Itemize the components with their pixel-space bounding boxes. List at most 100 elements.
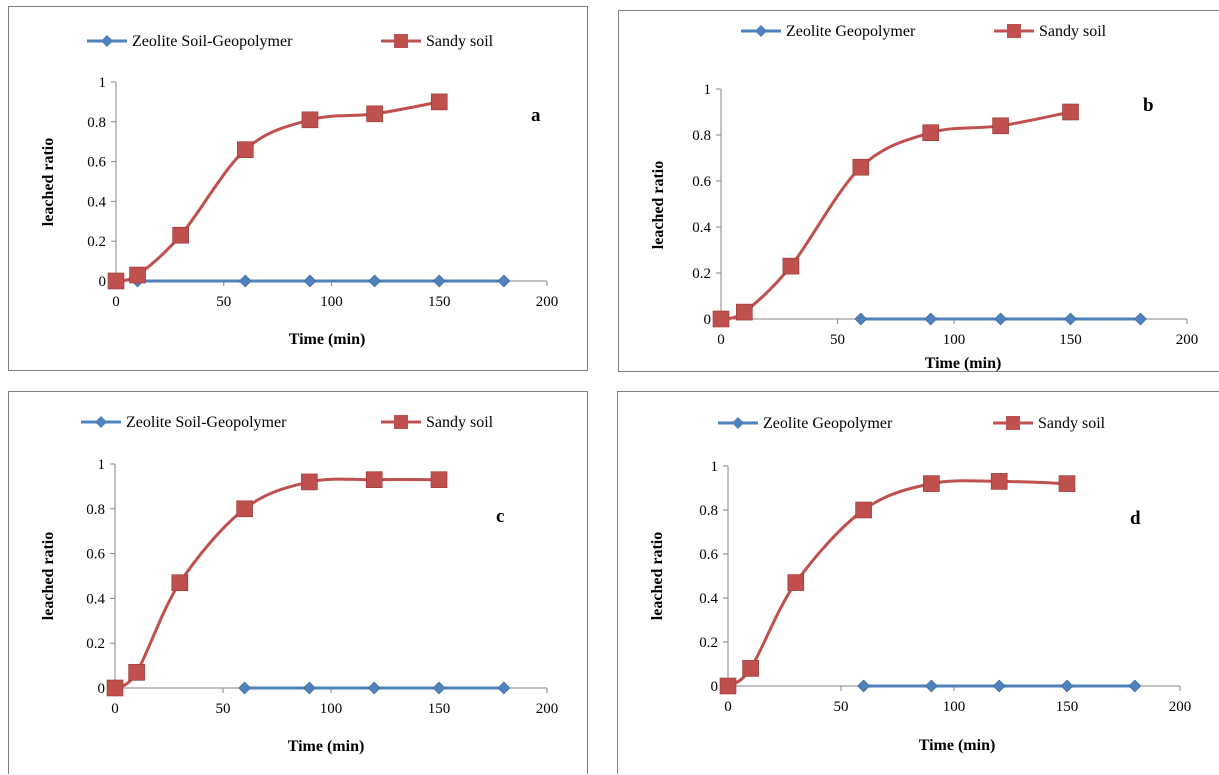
x-tick-label: 50 bbox=[834, 699, 849, 715]
x-axis-title: Time (min) bbox=[925, 355, 1002, 372]
zeolite-point bbox=[1133, 312, 1147, 326]
y-tick-label: 0.2 bbox=[699, 635, 718, 651]
x-tick-label: 200 bbox=[1169, 699, 1192, 715]
zeolite-point bbox=[432, 274, 446, 288]
sandy-soil-point bbox=[992, 117, 1009, 135]
zeolite-point bbox=[1060, 679, 1074, 693]
sandy-soil-point bbox=[1062, 103, 1079, 121]
chart-svg-d: 0 0.2 0.4 0.6 0.8 1 0 50 100 150 200 Time (min) leac… bbox=[649, 415, 1192, 754]
panel-letter-label: d bbox=[1130, 508, 1141, 529]
sandy-soil-point bbox=[301, 111, 319, 129]
zeolite-point bbox=[924, 312, 938, 326]
zeolite-point bbox=[854, 312, 868, 326]
y-tick-label: 0 bbox=[711, 679, 719, 695]
sandy-soil-point bbox=[366, 105, 383, 123]
series-line-sandy-soil bbox=[727, 479, 1068, 688]
y-tick-label: 1 bbox=[99, 75, 107, 91]
sandy-soil-point bbox=[236, 500, 253, 518]
sandy-soil-point bbox=[1058, 475, 1076, 492]
y-tick-label: 0.8 bbox=[86, 502, 105, 518]
series-line-sandy-soil bbox=[720, 110, 1071, 321]
y-tick-label: 0.6 bbox=[87, 155, 106, 171]
zeolite-point bbox=[367, 681, 381, 695]
zeolite-point bbox=[1064, 312, 1077, 326]
zeolite-point bbox=[238, 274, 252, 288]
legend-label: Zeolite Geopolymer bbox=[786, 23, 916, 40]
y-tick-label: 0.6 bbox=[86, 547, 105, 563]
sandy-soil-point bbox=[712, 310, 730, 328]
y-axis-title: leached ratio bbox=[650, 161, 667, 249]
sandy-soil-point bbox=[782, 257, 800, 275]
sandy-soil-point bbox=[301, 473, 318, 491]
legend-square-icon bbox=[1006, 416, 1020, 430]
x-axis-title: Time (min) bbox=[289, 331, 366, 348]
sandy-soil-point bbox=[430, 93, 448, 111]
sandy-soil-point bbox=[171, 574, 189, 592]
legend-label: Zeolite Geopolymer bbox=[763, 415, 893, 432]
legend-diamond-icon bbox=[95, 416, 107, 428]
y-tick-label: 1 bbox=[98, 457, 106, 473]
chart-panel-a: 0 0.2 0.4 0.6 0.8 1 0 50 100 150 200 Time (min) leac… bbox=[8, 6, 588, 371]
x-tick-label: 200 bbox=[536, 701, 559, 717]
y-tick-label: 0.2 bbox=[87, 234, 106, 250]
x-tick-label: 0 bbox=[724, 699, 732, 715]
y-tick-label: 0.4 bbox=[87, 194, 106, 210]
sandy-soil-point bbox=[128, 664, 145, 681]
sandy-soil-point bbox=[719, 677, 737, 695]
legend-square-icon bbox=[394, 34, 408, 48]
legend-label: Sandy soil bbox=[426, 414, 494, 431]
x-tick-label: 100 bbox=[943, 332, 966, 348]
chart-panel-b: 0 0.2 0.4 0.6 0.8 1 0 50 100 150 200 Time (min) leac… bbox=[618, 10, 1219, 372]
x-tick-label: 100 bbox=[320, 701, 343, 717]
x-tick-label: 0 bbox=[111, 701, 119, 717]
chart-svg-a: 0 0.2 0.4 0.6 0.8 1 0 50 100 150 200 Time (min) leac… bbox=[40, 33, 558, 348]
zeolite-point bbox=[302, 681, 316, 695]
sandy-soil-point bbox=[922, 124, 940, 141]
zeolite-point bbox=[432, 681, 446, 695]
y-axis-title: leached ratio bbox=[649, 532, 666, 620]
legend-label: Zeolite Soil-Geopolymer bbox=[132, 33, 293, 50]
y-tick-label: 0.2 bbox=[692, 266, 711, 282]
series-line-sandy-soil bbox=[115, 100, 440, 283]
sandy-soil-point bbox=[852, 158, 870, 176]
x-tick-label: 150 bbox=[1059, 332, 1082, 348]
chart-svg-c: 0 0.2 0.4 0.6 0.8 1 0 50 100 150 200 Time (min) leac… bbox=[40, 414, 559, 755]
panel-letter-label: c bbox=[496, 506, 504, 527]
y-tick-label: 0.8 bbox=[699, 503, 718, 519]
y-tick-label: 0.8 bbox=[692, 128, 711, 144]
y-tick-label: 0.4 bbox=[699, 591, 718, 607]
x-tick-label: 200 bbox=[1176, 332, 1199, 348]
x-tick-label: 50 bbox=[830, 332, 845, 348]
sandy-soil-point bbox=[990, 473, 1008, 490]
legend-label: Zeolite Soil-Geopolymer bbox=[126, 414, 287, 431]
y-tick-label: 0.6 bbox=[699, 547, 718, 563]
zeolite-point bbox=[497, 681, 511, 695]
sandy-soil-point bbox=[107, 272, 125, 290]
chart-panel-d: 0 0.2 0.4 0.6 0.8 1 0 50 100 150 200 Time (min) leac… bbox=[617, 391, 1219, 774]
sandy-soil-point bbox=[855, 501, 872, 519]
y-tick-label: 0.6 bbox=[692, 174, 711, 190]
x-axis-title: Time (min) bbox=[919, 737, 996, 754]
sandy-soil-point bbox=[742, 660, 759, 677]
x-tick-label: 0 bbox=[112, 294, 120, 310]
zeolite-point bbox=[497, 274, 511, 288]
zeolite-point bbox=[368, 274, 382, 288]
y-tick-label: 1 bbox=[704, 82, 712, 98]
legend-square-icon bbox=[1007, 24, 1021, 38]
sandy-soil-point bbox=[430, 471, 448, 488]
series-line-sandy-soil bbox=[114, 477, 440, 690]
chart-panel-c: 0 0.2 0.4 0.6 0.8 1 0 50 100 150 200 Time (min) leac… bbox=[8, 391, 588, 774]
y-tick-label: 0 bbox=[99, 274, 107, 290]
x-tick-label: 150 bbox=[1056, 699, 1079, 715]
x-tick-label: 50 bbox=[216, 294, 231, 310]
legend-label: Sandy soil bbox=[1038, 415, 1106, 432]
y-tick-label: 0 bbox=[704, 312, 712, 328]
y-tick-label: 0.8 bbox=[87, 115, 106, 131]
zeolite-point bbox=[238, 681, 252, 695]
x-tick-label: 100 bbox=[320, 294, 343, 310]
x-tick-label: 150 bbox=[428, 701, 451, 717]
legend-label: Sandy soil bbox=[426, 33, 494, 50]
legend-label: Sandy soil bbox=[1039, 23, 1107, 40]
sandy-soil-point bbox=[365, 471, 383, 488]
sandy-soil-point bbox=[923, 475, 940, 492]
